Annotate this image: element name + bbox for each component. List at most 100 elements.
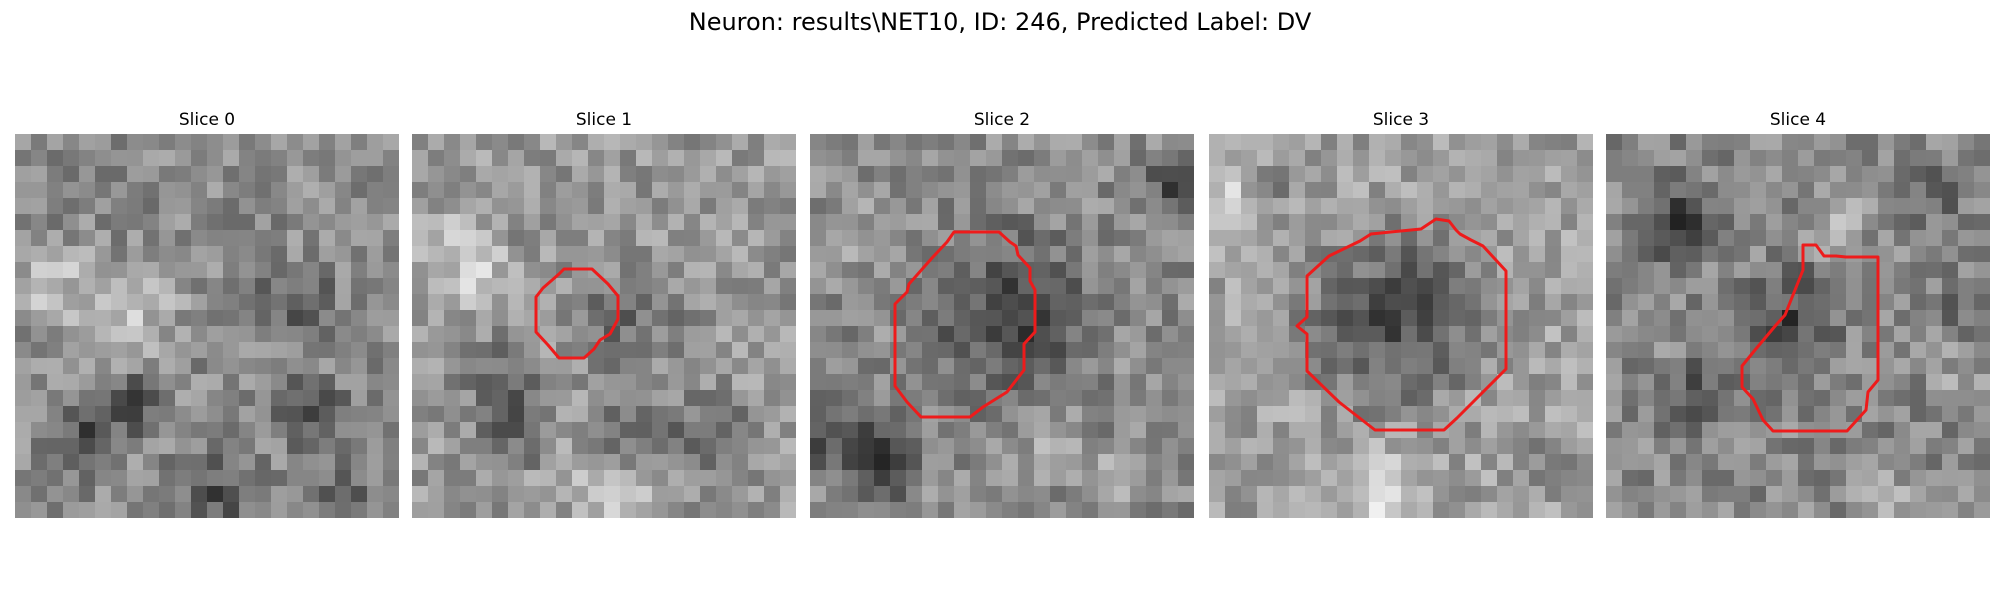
pixel-cell [1686,294,1702,310]
pixel-cell [652,166,668,182]
pixel-cell [668,310,684,326]
pixel-cell [826,182,842,198]
pixel-cell [492,134,508,150]
pixel-cell [1305,246,1321,262]
pixel-cell [1353,374,1369,390]
pixel-cell [874,454,890,470]
pixel-cell [1433,374,1449,390]
pixel-cell [588,198,604,214]
pixel-cell [1686,150,1702,166]
pixel-cell [588,438,604,454]
pixel-cell [1034,246,1050,262]
pixel-cell [1401,182,1417,198]
pixel-cell [1353,454,1369,470]
pixel-cell [1718,198,1734,214]
pixel-cell [1974,166,1990,182]
pixel-cell [1654,182,1670,198]
pixel-cell [1513,166,1529,182]
pixel-cell [1273,454,1289,470]
pixel-cell [47,278,63,294]
pixel-cell [1782,230,1798,246]
pixel-cell [239,310,255,326]
pixel-cell [1433,390,1449,406]
pixel-cell [1178,262,1194,278]
pixel-cell [906,454,922,470]
pixel-cell [1846,166,1862,182]
pixel-cell [1814,390,1830,406]
pixel-cell [1449,198,1465,214]
pixel-cell [143,374,159,390]
pixel-cell [191,246,207,262]
pixel-cell [764,342,780,358]
pixel-cell [383,294,399,310]
pixel-cell [1513,182,1529,198]
pixel-cell [1561,470,1577,486]
pixel-cell [842,166,858,182]
pixel-cell [1082,486,1098,502]
pixel-cell [207,358,223,374]
pixel-cell [1002,454,1018,470]
pixel-cell [1545,294,1561,310]
pixel-cell [79,278,95,294]
pixel-cell [1385,198,1401,214]
pixel-cell [1481,294,1497,310]
pixel-cell [1162,166,1178,182]
pixel-cell [143,134,159,150]
pixel-cell [63,406,79,422]
pixel-cell [540,422,556,438]
pixel-cell [1942,310,1958,326]
pixel-cell [127,374,143,390]
pixel-cell [412,502,428,518]
pixel-cell [1321,502,1337,518]
pixel-cell [810,230,826,246]
pixel-cell [1385,262,1401,278]
pixel-cell [1481,342,1497,358]
pixel-cell [1321,342,1337,358]
pixel-cell [1002,326,1018,342]
pixel-cell [780,358,796,374]
pixel-cell [1606,486,1622,502]
pixel-cell [572,342,588,358]
pixel-cell [1273,326,1289,342]
pixel-cell [986,438,1002,454]
pixel-cell [444,278,460,294]
pixel-cell [1257,310,1273,326]
pixel-cell [1497,406,1513,422]
pixel-cell [1878,278,1894,294]
pixel-cell [604,406,620,422]
pixel-cell [764,278,780,294]
pixel-cell [143,214,159,230]
pixel-cell [1034,294,1050,310]
pixel-cell [287,486,303,502]
pixel-cell [1449,422,1465,438]
pixel-cell [351,486,367,502]
pixel-cell [1385,214,1401,230]
pixel-cell [159,262,175,278]
pixel-cell [1449,166,1465,182]
pixel-cell [1162,342,1178,358]
pixel-cell [764,150,780,166]
pixel-cell [492,438,508,454]
pixel-cell [572,502,588,518]
pixel-cell [1002,294,1018,310]
pixel-cell [335,358,351,374]
pixel-cell [1465,502,1481,518]
pixel-cell [780,406,796,422]
pixel-cell [780,246,796,262]
pixel-cell [764,134,780,150]
pixel-cell [1862,246,1878,262]
pixel-cell [858,470,874,486]
pixel-cell [938,262,954,278]
pixel-cell [1622,182,1638,198]
pixel-cell [319,246,335,262]
pixel-cell [556,198,572,214]
pixel-cell [1910,262,1926,278]
pixel-cell [159,166,175,182]
pixel-cell [1130,294,1146,310]
pixel-cell [1846,294,1862,310]
pixel-cell [1353,294,1369,310]
pixel-cell [1577,326,1593,342]
pixel-cell [428,182,444,198]
pixel-cell [319,278,335,294]
pixel-cell [175,262,191,278]
